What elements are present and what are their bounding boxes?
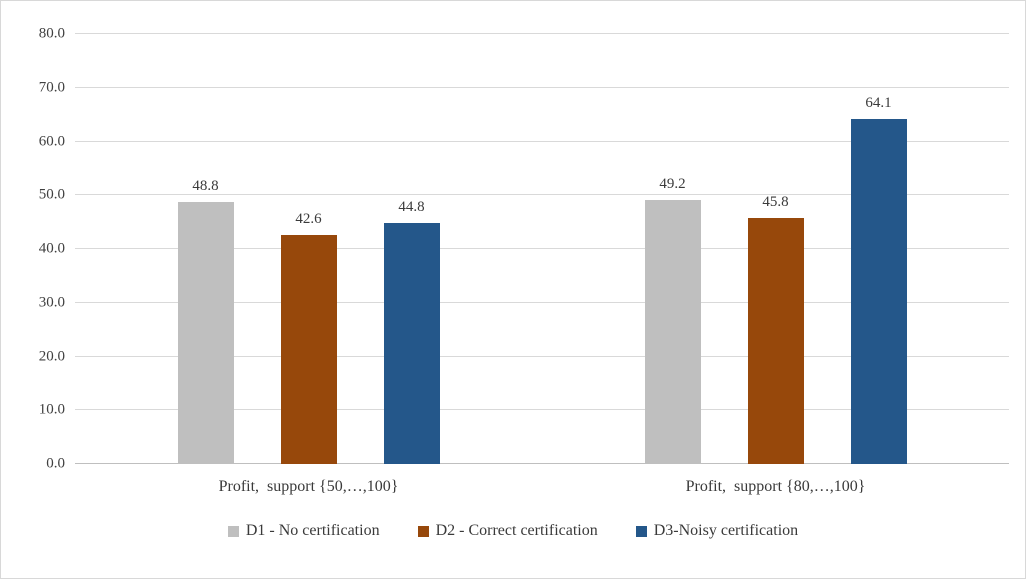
y-axis-tick-label: 10.0 <box>38 401 65 418</box>
bar: 64.1 <box>850 95 907 464</box>
bar-value-label: 49.2 <box>659 175 686 192</box>
gridline <box>75 248 1009 249</box>
gridline <box>75 140 1009 142</box>
legend-label: D3-Noisy certification <box>653 522 799 539</box>
bar-value-label: 45.8 <box>762 193 789 210</box>
y-axis-tick-label: 20.0 <box>38 348 65 364</box>
x-axis-category-label: Profit, support {80,…,100} <box>685 478 866 495</box>
legend-swatch-icon <box>417 525 429 537</box>
plot-area: 48.8 42.6 44.8 49.2 45.8 64.1 <box>75 33 1009 464</box>
legend: D1 - No certification D2 - Correct certif… <box>1 522 1025 540</box>
legend-label: D2 - Correct certification <box>435 522 598 539</box>
gridline <box>75 301 1009 303</box>
y-axis-tick-label: 80.0 <box>38 25 65 42</box>
bar: 48.8 <box>177 178 234 464</box>
bar-value-label: 64.1 <box>865 95 892 112</box>
y-axis-tick-label: 60.0 <box>38 133 65 149</box>
bar: 42.6 <box>280 211 337 464</box>
gridline <box>75 355 1009 357</box>
y-axis: 0.0 10.0 20.0 30.0 40.0 50.0 60.0 70.0 80.0 <box>11 26 65 471</box>
x-axis-line <box>75 463 1009 464</box>
bar-group: 48.8 42.6 44.8 <box>75 34 542 464</box>
legend-label: D1 - No certification <box>245 522 380 539</box>
legend-item: D2 - Correct certification <box>417 522 598 540</box>
y-axis-tick-label: 30.0 <box>38 294 65 311</box>
bar-value-label: 48.8 <box>192 177 219 194</box>
legend-swatch-icon <box>227 525 239 537</box>
y-axis-tick-label: 40.0 <box>38 240 65 257</box>
y-axis-tick-label: 50.0 <box>38 186 65 203</box>
category-axis: Profit, support {50,…,100} Profit, suppor… <box>75 478 1009 496</box>
x-axis-category-label: Profit, support {50,…,100} <box>218 478 399 495</box>
legend-swatch-icon <box>635 525 647 537</box>
legend-item: D3-Noisy certification <box>635 522 799 540</box>
y-axis-tick-label: 0.0 <box>46 455 65 472</box>
bar-group: 49.2 45.8 64.1 <box>542 34 1009 464</box>
gridline <box>75 409 1009 411</box>
bar: 49.2 <box>644 176 701 464</box>
bar-groups: 48.8 42.6 44.8 49.2 45.8 64.1 <box>75 34 1009 464</box>
legend-item: D1 - No certification <box>227 522 380 540</box>
y-axis-tick-label: 70.0 <box>38 79 65 96</box>
bar: 45.8 <box>747 194 804 464</box>
gridline <box>75 86 1009 88</box>
bar-value-label: 44.8 <box>398 199 425 216</box>
gridline <box>75 194 1009 196</box>
bar-value-label: 42.6 <box>295 211 322 228</box>
bar: 44.8 <box>383 199 440 464</box>
gridline <box>75 33 1009 34</box>
